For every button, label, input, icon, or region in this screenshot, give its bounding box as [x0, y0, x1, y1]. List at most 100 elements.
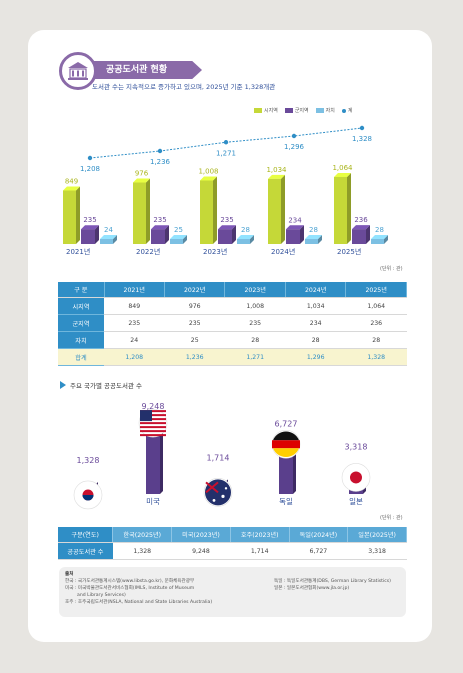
bar-gu-side: [183, 235, 187, 244]
table2-header-cell: 독일(2024년): [289, 527, 349, 543]
bar-gu-front: [371, 239, 384, 244]
table-cell: 849: [104, 297, 165, 315]
table2-header-cell: 호주(2023년): [230, 527, 290, 543]
total-point: [87, 155, 93, 161]
bar-gu-top: [305, 235, 322, 239]
total-point: [359, 125, 365, 131]
bar-gu-front: [170, 239, 183, 244]
section2-title: 주요 국가별 공공도서관 수: [70, 382, 142, 390]
bar-gun: [151, 225, 169, 244]
table-row: 군지역 235 235 235 234 236: [58, 314, 407, 332]
x-tick-label: 2024년: [271, 247, 295, 255]
total-label: 1,328: [352, 135, 372, 143]
bar-gun-front: [151, 229, 165, 244]
bar-gu-side: [113, 235, 117, 244]
bar-gun: [218, 225, 236, 244]
bar-gu-top: [371, 235, 388, 239]
x-tick-label: 2025년: [337, 247, 361, 255]
row-header: 군지역: [58, 314, 104, 332]
usa-stripe: [140, 418, 166, 421]
table-cell: 1,328: [345, 348, 407, 366]
data-label-gun: 235: [220, 216, 233, 224]
table1: 구 분 2021년 2022년 2023년 2024년 2025년 시지역 84…: [58, 282, 407, 366]
country-bar: [146, 428, 163, 494]
bar-si-top: [133, 178, 150, 183]
table-cell: 1,008: [224, 297, 286, 315]
source-line: 한국 : 국가도서관통계시스템(www.libsta.go.kr), 문화체육관…: [65, 579, 195, 584]
data-label-gun: 234: [288, 216, 302, 224]
total-label: 1,296: [284, 143, 305, 151]
usa-stripe: [140, 422, 166, 425]
usa-stripe: [140, 410, 166, 413]
table-cell: 1,271: [224, 348, 286, 366]
data-label-gu: 28: [375, 226, 384, 234]
bar-si-front: [133, 182, 146, 244]
bar-si-front: [63, 190, 76, 244]
table1-unit: (단위 : 관): [380, 266, 403, 272]
country-name-label: 일본: [349, 497, 363, 506]
data-label-gu: 28: [241, 226, 250, 234]
table2-header-cell: 일본(2025년): [347, 527, 407, 543]
japan-flag-icon: [341, 463, 371, 492]
row-header: 시지역: [58, 297, 104, 315]
usa-stripe: [140, 426, 166, 429]
table-cell: 1,714: [230, 542, 290, 560]
table-cell: 1,208: [104, 348, 165, 366]
legend-item-si: 시지역: [254, 107, 278, 114]
table1-header-cell: 구 분: [58, 282, 105, 298]
x-tick-label: 2021년: [66, 247, 90, 255]
bar-gun-top: [352, 225, 370, 230]
table-cell: 3,318: [347, 542, 407, 560]
table-cell: 235: [224, 314, 286, 332]
country-value-label: 9,248: [142, 402, 165, 411]
table-cell: 28: [224, 331, 286, 349]
data-label-si: 976: [135, 170, 149, 178]
bar-gu: [170, 235, 187, 244]
table1-header-cell: 2024년: [285, 282, 347, 298]
bar-gu: [371, 235, 388, 244]
data-label-si: 849: [65, 178, 78, 186]
section-title-banner: 공공도서관 현황: [80, 61, 202, 79]
table2-header-cell: 구분(연도): [58, 527, 114, 543]
table1-header-row: 구 분 2021년 2022년 2023년 2024년 2025년: [58, 282, 407, 298]
bar-gun-side: [95, 225, 99, 244]
bar-gun: [286, 225, 304, 244]
source-col1: 한국 : 국가도서관통계시스템(www.libsta.go.kr), 문화체육관…: [65, 578, 255, 606]
germany-flag-icon: [271, 429, 301, 459]
table1-header-cell: 2022년: [164, 282, 226, 298]
bar-gu: [237, 235, 254, 244]
table-cell: 234: [285, 314, 346, 332]
legend-item-total: 계: [341, 107, 353, 114]
legend-swatch-total: [341, 108, 346, 113]
legend-label-total: 계: [347, 108, 353, 114]
table-cell: 1,236: [164, 348, 225, 366]
country-value-label: 1,328: [77, 456, 100, 465]
bar-gun-top: [218, 225, 236, 230]
bar-gu-front: [237, 239, 250, 244]
bar-gun-side: [366, 225, 370, 244]
country-value-label: 3,318: [345, 442, 368, 451]
bar-gu: [305, 235, 322, 244]
legend-label-si: 시지역: [264, 108, 278, 114]
table-cell: 6,727: [289, 542, 348, 560]
triangle-bullet-icon: [60, 381, 66, 389]
source-line: 일본 : 일본도서관협회(www.jla.or.jp): [274, 586, 350, 591]
bar-si-front: [268, 178, 281, 244]
total-point: [291, 133, 297, 139]
country-value-label: 6,727: [275, 419, 298, 428]
source-line: and Library Services): [77, 593, 126, 598]
library-icon: [59, 52, 97, 90]
data-label-gun: 235: [83, 216, 96, 224]
x-tick-label: 2022년: [136, 247, 160, 255]
table2-header-cell: 미국(2023년): [171, 527, 231, 543]
table-cell: 1,296: [285, 348, 346, 366]
table-cell: 1,064: [345, 297, 407, 315]
bar-si-side: [347, 172, 351, 244]
table2-header-row: 구분(연도) 한국(2025년) 미국(2023년) 호주(2023년) 독일(…: [58, 527, 407, 543]
table-cell: 976: [164, 297, 225, 315]
data-label-gun: 235: [153, 216, 166, 224]
bar-si: [133, 178, 150, 244]
bar-gu-top: [237, 235, 254, 239]
table1-header-cell: 2025년: [345, 282, 407, 298]
